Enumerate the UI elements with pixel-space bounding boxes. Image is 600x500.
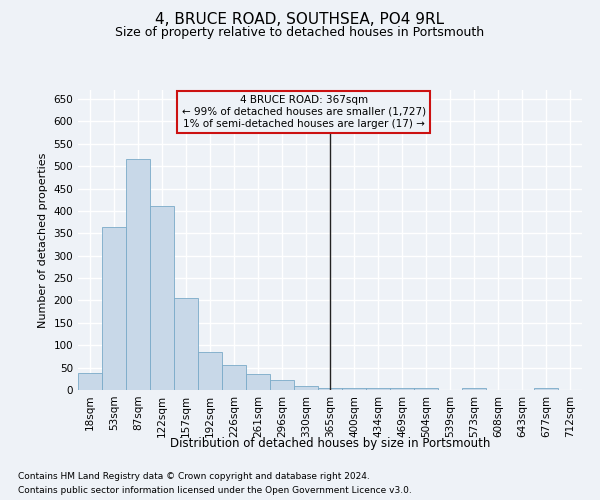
Bar [174, 298, 198, 390]
Bar [390, 388, 414, 390]
Bar [294, 386, 318, 390]
Bar [342, 388, 366, 390]
Bar [78, 373, 102, 390]
Bar [198, 352, 222, 390]
Bar [414, 388, 438, 390]
Text: Contains public sector information licensed under the Open Government Licence v3: Contains public sector information licen… [18, 486, 412, 495]
Bar [102, 226, 126, 390]
Bar [270, 380, 294, 390]
Bar [150, 206, 174, 390]
Text: Distribution of detached houses by size in Portsmouth: Distribution of detached houses by size … [170, 438, 490, 450]
Bar [534, 388, 558, 390]
Y-axis label: Number of detached properties: Number of detached properties [38, 152, 48, 328]
Text: Contains HM Land Registry data © Crown copyright and database right 2024.: Contains HM Land Registry data © Crown c… [18, 472, 370, 481]
Bar [222, 366, 246, 390]
Bar [318, 388, 342, 390]
Bar [462, 388, 486, 390]
Text: Size of property relative to detached houses in Portsmouth: Size of property relative to detached ho… [115, 26, 485, 39]
Text: 4 BRUCE ROAD: 367sqm
← 99% of detached houses are smaller (1,727)
1% of semi-det: 4 BRUCE ROAD: 367sqm ← 99% of detached h… [182, 96, 425, 128]
Text: 4, BRUCE ROAD, SOUTHSEA, PO4 9RL: 4, BRUCE ROAD, SOUTHSEA, PO4 9RL [155, 12, 445, 28]
Bar [366, 388, 390, 390]
Bar [126, 160, 150, 390]
Bar [246, 374, 270, 390]
